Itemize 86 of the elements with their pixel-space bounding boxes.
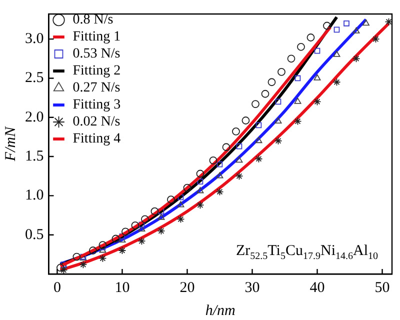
point	[334, 26, 340, 33]
point	[98, 254, 107, 262]
y-tick-label: 0.5	[25, 226, 44, 243]
legend-label: 0.02 N/s	[72, 114, 120, 130]
legend-label: 0.53 N/s	[72, 46, 120, 62]
point	[138, 237, 146, 246]
point	[196, 201, 204, 210]
x-axis-title: h/nm	[205, 302, 236, 319]
text: Zr$_{52.5}$Ti$_{5}$Cu$_{17.9}$Ni$_{14.6}$Al$_{10}$	[236, 243, 378, 262]
x-tick-label: 20	[180, 280, 195, 296]
point	[333, 50, 340, 57]
x-tick-label: 30	[244, 280, 260, 296]
point	[176, 215, 185, 224]
legend-label: Fitting 1	[72, 30, 121, 45]
point	[352, 54, 360, 63]
point	[131, 221, 140, 230]
point	[141, 215, 149, 224]
y-tick-label: 1.0	[25, 188, 44, 204]
x-tick-label: 40	[310, 280, 325, 296]
point	[297, 42, 305, 51]
point	[79, 260, 88, 269]
point	[138, 225, 146, 232]
point	[314, 48, 320, 54]
point	[252, 100, 260, 108]
point	[254, 154, 263, 163]
legend-label: 0.8 N/s	[72, 12, 114, 28]
point	[242, 116, 250, 124]
point	[314, 74, 321, 80]
legend-label: Fitting 3	[72, 98, 121, 113]
point	[294, 75, 301, 82]
point	[183, 184, 192, 192]
legend-label: Fitting 4	[72, 132, 121, 147]
point	[196, 187, 204, 194]
point	[60, 266, 68, 274]
point	[287, 54, 296, 63]
legend-label: Fitting 2	[72, 64, 121, 79]
point	[255, 136, 262, 144]
point	[362, 19, 370, 26]
point	[236, 156, 243, 163]
point	[157, 226, 166, 235]
point	[236, 143, 242, 150]
point	[256, 122, 262, 128]
point	[89, 246, 97, 254]
point	[274, 136, 282, 145]
legend-label: 0.27 N/s	[72, 80, 120, 96]
x-tick-label: 0	[53, 280, 61, 296]
point	[294, 117, 302, 126]
point	[294, 98, 302, 104]
point	[216, 172, 224, 178]
point	[158, 214, 165, 220]
y-axis-title: F/mN	[2, 126, 19, 162]
point	[98, 241, 107, 249]
y-tick-label: 1.5	[25, 148, 44, 164]
point	[167, 196, 175, 204]
point	[112, 234, 120, 243]
point	[235, 172, 244, 180]
y-tick-label: 2.5	[25, 70, 44, 86]
point	[344, 20, 350, 26]
x-tick-label: 10	[114, 280, 130, 296]
x-tick-label: 50	[374, 280, 390, 296]
point	[232, 128, 240, 136]
point	[323, 22, 331, 30]
point	[313, 98, 322, 106]
point	[222, 143, 230, 152]
point	[384, 18, 392, 26]
point	[216, 188, 224, 196]
point	[122, 228, 130, 236]
point	[216, 161, 223, 168]
point	[352, 27, 360, 34]
point	[177, 201, 184, 208]
point	[118, 246, 126, 254]
point	[209, 156, 218, 164]
point	[332, 78, 341, 86]
point	[275, 98, 282, 105]
point	[150, 207, 159, 216]
y-tick-label: 3.0	[25, 31, 44, 47]
point	[72, 252, 81, 261]
point	[268, 78, 276, 86]
point	[261, 90, 270, 98]
point	[306, 34, 315, 42]
point	[278, 68, 286, 76]
y-tick-label: 2.0	[25, 109, 44, 126]
point	[196, 170, 204, 178]
point	[56, 264, 64, 272]
point	[372, 35, 380, 44]
point	[274, 117, 282, 124]
